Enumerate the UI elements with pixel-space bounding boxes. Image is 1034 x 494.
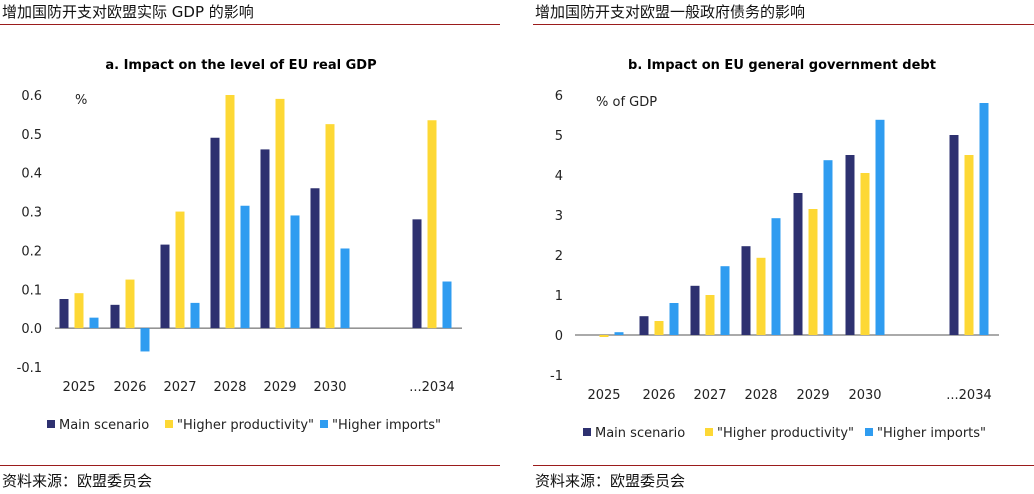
bar-higherproductivity	[74, 293, 84, 329]
gdp-chart: a. Impact on the level of EU real GDP% -0…	[17, 58, 462, 433]
bar-higherimports	[190, 302, 200, 329]
bar-higherimports	[240, 205, 250, 329]
legend-label: "Higher imports"	[332, 418, 441, 433]
x-tick-label: 2025	[62, 380, 95, 395]
panel-heading: 增加国防开支对欧盟一般政府债务的影响	[535, 3, 806, 21]
bar-higherimports	[614, 332, 624, 335]
y-tick-label: -1	[550, 369, 563, 384]
bar-mainscenario	[310, 188, 320, 329]
y-tick-label: 5	[555, 129, 563, 144]
panel-gdp: 增加国防开支对欧盟实际 GDP 的影响 a. Impact on the lev…	[0, 0, 500, 494]
legend-label: "Higher productivity"	[177, 418, 314, 433]
bar-higherproductivity	[175, 211, 185, 329]
source-note: 资料来源：欧盟委员会	[535, 472, 686, 490]
y-tick-label: 2	[555, 249, 563, 264]
bar-higherproductivity	[756, 257, 766, 335]
bar-higherimports	[290, 215, 300, 329]
y-tick-label: 0.3	[21, 206, 42, 221]
bar-mainscenario	[690, 285, 700, 335]
legend-label: "Higher productivity"	[717, 426, 854, 441]
bar-higherproductivity	[964, 155, 974, 335]
legend-swatch	[865, 428, 873, 436]
heading-rule	[533, 24, 1034, 25]
bar-higherimports	[771, 218, 781, 335]
legend-swatch	[165, 420, 173, 428]
y-unit-label: % of GDP	[596, 95, 657, 110]
y-tick-label: 0	[555, 329, 563, 344]
panel-heading: 增加国防开支对欧盟实际 GDP 的影响	[2, 3, 254, 21]
y-tick-label: 0.5	[21, 128, 42, 143]
legend-swatch	[47, 420, 55, 428]
x-tick-label: 2030	[848, 388, 881, 403]
legend-label: Main scenario	[595, 426, 685, 441]
bar-mainscenario	[949, 135, 959, 335]
x-tick-label: 2027	[693, 388, 726, 403]
bar-higherimports	[875, 119, 885, 335]
y-tick-label: 0.6	[21, 89, 42, 104]
y-tick-label: 3	[555, 209, 563, 224]
x-tick-label: 2028	[213, 380, 246, 395]
y-tick-label: 6	[555, 89, 563, 104]
bar-higherproductivity	[275, 98, 285, 329]
bar-higherproductivity	[654, 321, 664, 335]
bar-mainscenario	[845, 155, 855, 335]
x-tick-label: ...2034	[409, 380, 454, 395]
x-tick-label: 2030	[313, 380, 346, 395]
bar-higherimports	[340, 248, 350, 329]
legend-swatch	[583, 428, 591, 436]
bar-mainscenario	[793, 193, 803, 335]
bar-mainscenario	[210, 137, 220, 329]
chart-title: a. Impact on the level of EU real GDP	[105, 58, 376, 73]
x-tick-label: 2028	[744, 388, 777, 403]
bar-higherproductivity	[325, 124, 335, 329]
legend-label: "Higher imports"	[877, 426, 986, 441]
bar-mainscenario	[412, 219, 422, 329]
bar-mainscenario	[741, 246, 751, 335]
x-tick-label: 2027	[163, 380, 196, 395]
bar-higherimports	[979, 103, 989, 335]
y-tick-label: 4	[555, 169, 563, 184]
x-tick-label: ...2034	[946, 388, 991, 403]
x-tick-label: 2026	[642, 388, 675, 403]
y-tick-label: 1	[555, 289, 563, 304]
bar-higherproductivity	[225, 95, 235, 329]
footer-rule	[533, 465, 1034, 466]
bar-higherimports	[442, 281, 452, 329]
heading-rule	[0, 24, 500, 25]
bar-higherproductivity	[705, 295, 715, 335]
bar-higherimports	[823, 160, 833, 335]
chart-title: b. Impact on EU general government debt	[628, 58, 936, 73]
y-tick-label: 0.4	[21, 167, 42, 182]
bar-higherproductivity	[427, 120, 437, 329]
bar-higherimports	[720, 266, 730, 335]
x-tick-label: 2025	[587, 388, 620, 403]
bar-mainscenario	[110, 304, 120, 329]
bar-higherproductivity	[860, 173, 870, 335]
y-unit-label: %	[75, 93, 87, 108]
footer-rule	[0, 465, 500, 466]
legend-swatch	[320, 420, 328, 428]
x-tick-label: 2026	[113, 380, 146, 395]
bar-higherproductivity	[599, 335, 609, 337]
bar-higherproductivity	[808, 209, 818, 335]
x-tick-label: 2029	[263, 380, 296, 395]
y-tick-label: 0.0	[21, 322, 42, 337]
legend-label: Main scenario	[59, 418, 149, 433]
panel-debt: 增加国防开支对欧盟一般政府债务的影响 b. Impact on EU gener…	[533, 0, 1034, 494]
x-tick-label: 2029	[796, 388, 829, 403]
source-note: 资料来源：欧盟委员会	[2, 472, 153, 490]
bar-higherimports	[140, 328, 150, 352]
bar-mainscenario	[260, 149, 270, 329]
y-tick-label: 0.2	[21, 244, 42, 259]
bar-higherimports	[89, 317, 99, 329]
bar-mainscenario	[59, 299, 69, 329]
bar-higherproductivity	[125, 279, 135, 329]
bar-mainscenario	[160, 244, 170, 329]
debt-chart: b. Impact on EU general government debt%…	[550, 58, 999, 441]
y-tick-label: 0.1	[21, 283, 42, 298]
y-tick-label: -0.1	[17, 361, 42, 376]
bar-higherimports	[669, 303, 679, 335]
legend-swatch	[705, 428, 713, 436]
bar-mainscenario	[639, 316, 649, 335]
